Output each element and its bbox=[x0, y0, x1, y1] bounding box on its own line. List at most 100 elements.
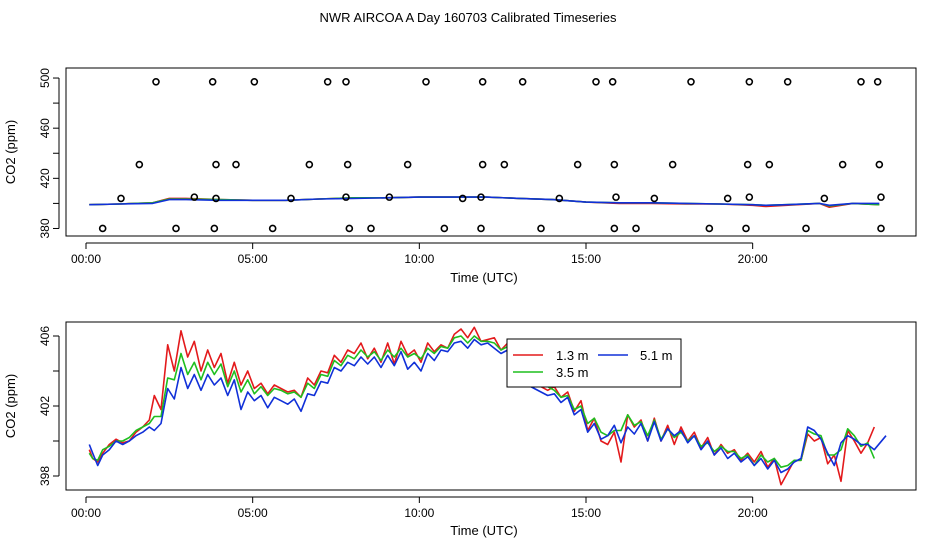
flag-point bbox=[268, 224, 277, 233]
flag-point bbox=[573, 160, 582, 169]
flag-point bbox=[877, 193, 885, 201]
flag-point bbox=[592, 77, 600, 86]
flag-point bbox=[210, 224, 219, 233]
flag-point bbox=[152, 77, 160, 86]
legend: 1.3 m 5.1 m 3.5 m bbox=[506, 338, 682, 388]
top-flag-points bbox=[98, 77, 885, 233]
flag-point bbox=[232, 160, 240, 169]
top-y-tick-label: 500 bbox=[38, 68, 52, 88]
bottom-x-tick-label: 05:00 bbox=[238, 506, 268, 520]
flag-point bbox=[820, 194, 829, 203]
top-x-tick-label: 10:00 bbox=[404, 252, 434, 266]
bottom-x-axis-label: Time (UTC) bbox=[450, 523, 517, 538]
bottom-x-tick-label: 15:00 bbox=[571, 506, 601, 520]
bottom-axes: 00:00 05:00 10:00 15:00 20:00 398 402 406 bbox=[38, 326, 768, 520]
flag-point bbox=[668, 160, 677, 169]
flag-point bbox=[117, 194, 125, 203]
flag-point bbox=[723, 194, 732, 203]
bottom-series-lines bbox=[88, 326, 887, 486]
top-y-tick-label: 420 bbox=[38, 168, 52, 188]
flag-point bbox=[478, 160, 487, 169]
top-y-tick-label: 380 bbox=[38, 218, 52, 238]
flag-point bbox=[650, 194, 659, 203]
flag-point bbox=[172, 224, 180, 233]
flag-point bbox=[555, 194, 564, 203]
top-panel: 00:00 05:00 10:00 15:00 20:00 380 420 460 500 Ti… bbox=[3, 67, 917, 285]
flag-point bbox=[745, 193, 754, 201]
flag-point bbox=[857, 77, 865, 86]
flag-point bbox=[190, 193, 199, 201]
flag-point bbox=[342, 193, 350, 201]
top-y-tick-label: 460 bbox=[38, 118, 52, 138]
bottom-x-tick-label: 20:00 bbox=[738, 506, 768, 520]
flag-point bbox=[742, 224, 750, 233]
bottom-y-tick-label: 406 bbox=[38, 326, 52, 346]
flag-point bbox=[305, 160, 314, 169]
flag-point bbox=[345, 224, 354, 233]
bottom-panel: 00:00 05:00 10:00 15:00 20:00 398 402 406 Time … bbox=[3, 321, 917, 538]
flag-point bbox=[632, 224, 640, 233]
flag-point bbox=[422, 77, 430, 86]
bottom-series-line-51m bbox=[88, 338, 887, 474]
legend-label-1-3m: 1.3 m bbox=[556, 348, 589, 363]
bottom-x-tick-label: 00:00 bbox=[71, 506, 101, 520]
flag-point bbox=[135, 160, 144, 169]
legend-box bbox=[506, 338, 682, 388]
flag-point bbox=[403, 160, 412, 169]
flag-point bbox=[458, 194, 467, 203]
flag-point bbox=[98, 224, 107, 233]
flag-point bbox=[250, 77, 259, 86]
top-x-tick-label: 20:00 bbox=[738, 252, 768, 266]
top-y-axis-label: CO2 (ppm) bbox=[3, 120, 18, 184]
flag-point bbox=[608, 77, 617, 86]
bottom-series-line-13m bbox=[88, 326, 876, 486]
flag-point bbox=[783, 77, 792, 86]
top-x-axis-label: Time (UTC) bbox=[450, 270, 517, 285]
top-axes: 00:00 05:00 10:00 15:00 20:00 380 420 460 500 bbox=[38, 68, 768, 266]
flag-point bbox=[343, 160, 352, 169]
flag-point bbox=[745, 77, 754, 86]
flag-point bbox=[212, 194, 220, 203]
top-x-tick-label: 15:00 bbox=[571, 252, 601, 266]
flag-point bbox=[212, 160, 220, 169]
flag-point bbox=[610, 160, 619, 169]
legend-label-5-1m: 5.1 m bbox=[640, 348, 673, 363]
flag-point bbox=[518, 77, 527, 86]
legend-label-3-5m: 3.5 m bbox=[556, 365, 589, 380]
flag-point bbox=[323, 77, 332, 86]
flag-point bbox=[838, 160, 847, 169]
flag-point bbox=[440, 224, 449, 233]
bottom-x-tick-label: 10:00 bbox=[404, 506, 434, 520]
top-series-line-51m bbox=[89, 196, 880, 207]
top-x-tick-label: 00:00 bbox=[71, 252, 101, 266]
flag-point bbox=[687, 77, 695, 86]
flag-point bbox=[802, 224, 810, 233]
flag-point bbox=[612, 193, 620, 201]
flag-point bbox=[705, 224, 714, 233]
flag-point bbox=[875, 160, 884, 169]
figure-title: NWR AIRCOA A Day 160703 Calibrated Times… bbox=[320, 10, 617, 25]
flag-point bbox=[873, 77, 882, 86]
flag-point bbox=[537, 224, 545, 233]
flag-point bbox=[477, 193, 485, 201]
top-x-tick-label: 05:00 bbox=[238, 252, 268, 266]
flag-point bbox=[287, 194, 295, 203]
flag-point bbox=[342, 77, 350, 86]
top-series-lines bbox=[89, 196, 880, 208]
flag-point bbox=[208, 77, 217, 86]
top-plot-frame bbox=[65, 67, 917, 237]
flag-point bbox=[385, 193, 394, 201]
bottom-series-line-35m bbox=[88, 335, 876, 468]
flag-point bbox=[877, 224, 885, 233]
flag-point bbox=[743, 160, 752, 169]
bottom-y-tick-label: 402 bbox=[38, 396, 52, 416]
flag-point bbox=[610, 224, 619, 233]
flag-point bbox=[477, 224, 485, 233]
flag-point bbox=[500, 160, 509, 169]
flag-point bbox=[478, 77, 487, 86]
bottom-y-tick-label: 398 bbox=[38, 466, 52, 486]
bottom-y-axis-label: CO2 (ppm) bbox=[3, 374, 18, 438]
flag-point bbox=[367, 224, 375, 233]
